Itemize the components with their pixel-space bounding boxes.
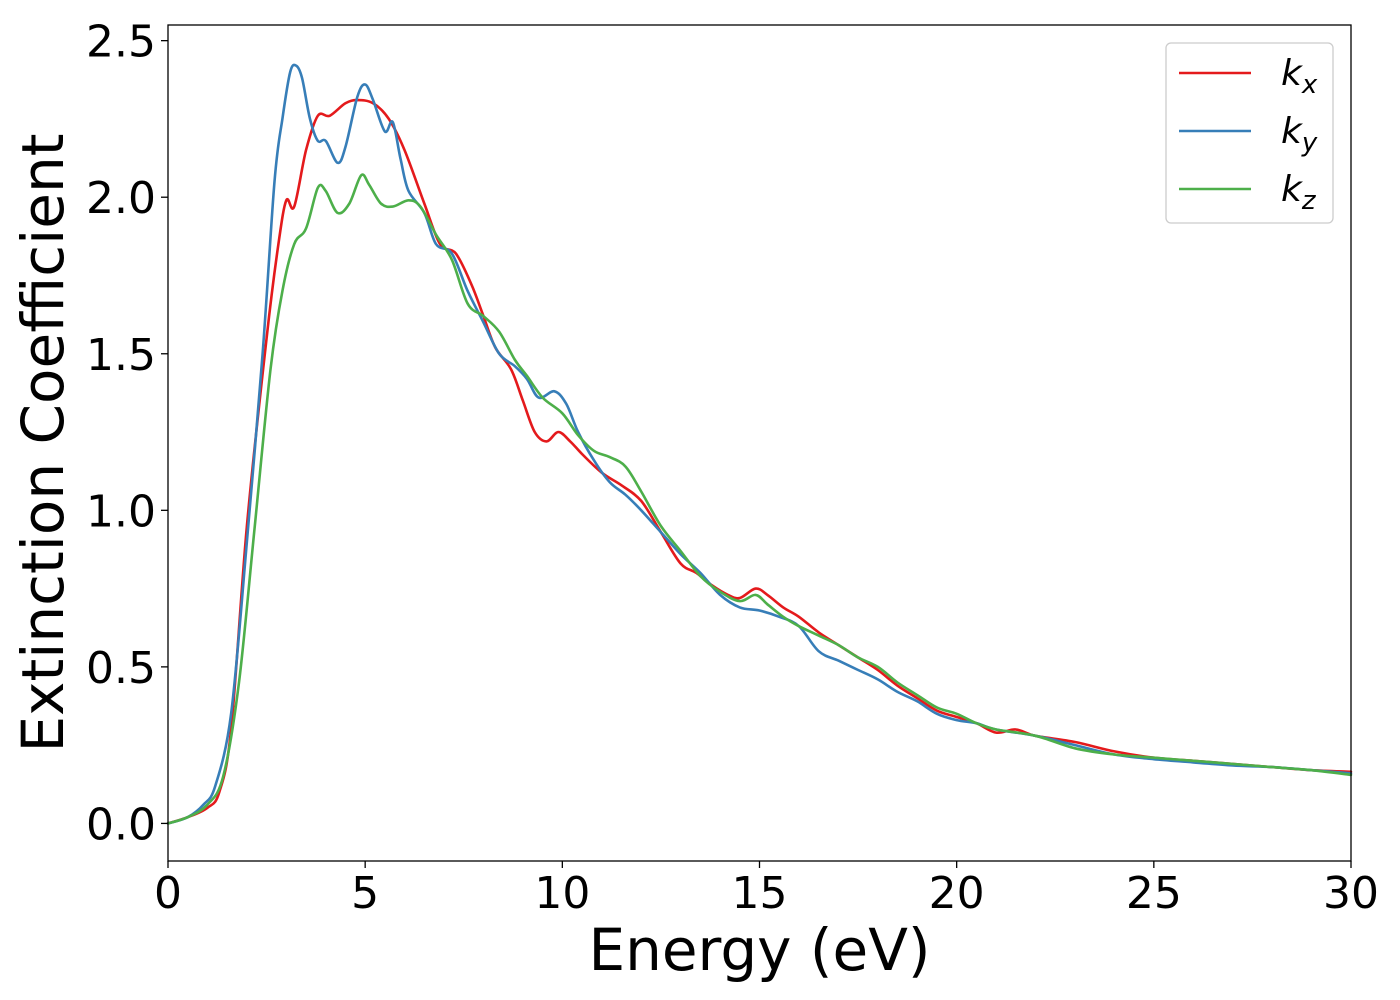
x-axis-label: Energy (eV) [588, 916, 930, 984]
legend-label-ky: ky [1281, 111, 1318, 158]
x-tick-label: 5 [351, 868, 379, 919]
series-layer [166, 63, 1353, 825]
y-tick-label: 1.5 [86, 330, 156, 381]
x-tick-label: 0 [154, 868, 182, 919]
legend-box [1165, 42, 1334, 224]
legend: kx ky kz [1165, 42, 1334, 224]
x-tick-label: 30 [1323, 868, 1379, 919]
legend-label-kz: kz [1281, 169, 1317, 216]
y-tick-label: 2.5 [86, 17, 156, 68]
legend-label-kx: kx [1281, 53, 1318, 100]
y-tick-label: 0.0 [86, 799, 156, 850]
series-line-kz [166, 173, 1353, 825]
y-axis-ticks: 0.0 0.5 1.0 1.5 2.0 2.5 [86, 17, 168, 850]
y-tick-label: 1.0 [86, 486, 156, 537]
x-tick-label: 15 [732, 868, 788, 919]
x-tick-label: 25 [1126, 868, 1182, 919]
x-axis-ticks: 0 5 10 15 20 25 30 [154, 861, 1379, 919]
x-tick-label: 10 [534, 868, 590, 919]
y-axis-label: Extinction Coefficient [9, 134, 77, 753]
y-tick-label: 0.5 [86, 643, 156, 694]
x-tick-label: 20 [929, 868, 985, 919]
y-tick-label: 2.0 [86, 173, 156, 224]
series-line-ky [166, 63, 1353, 825]
